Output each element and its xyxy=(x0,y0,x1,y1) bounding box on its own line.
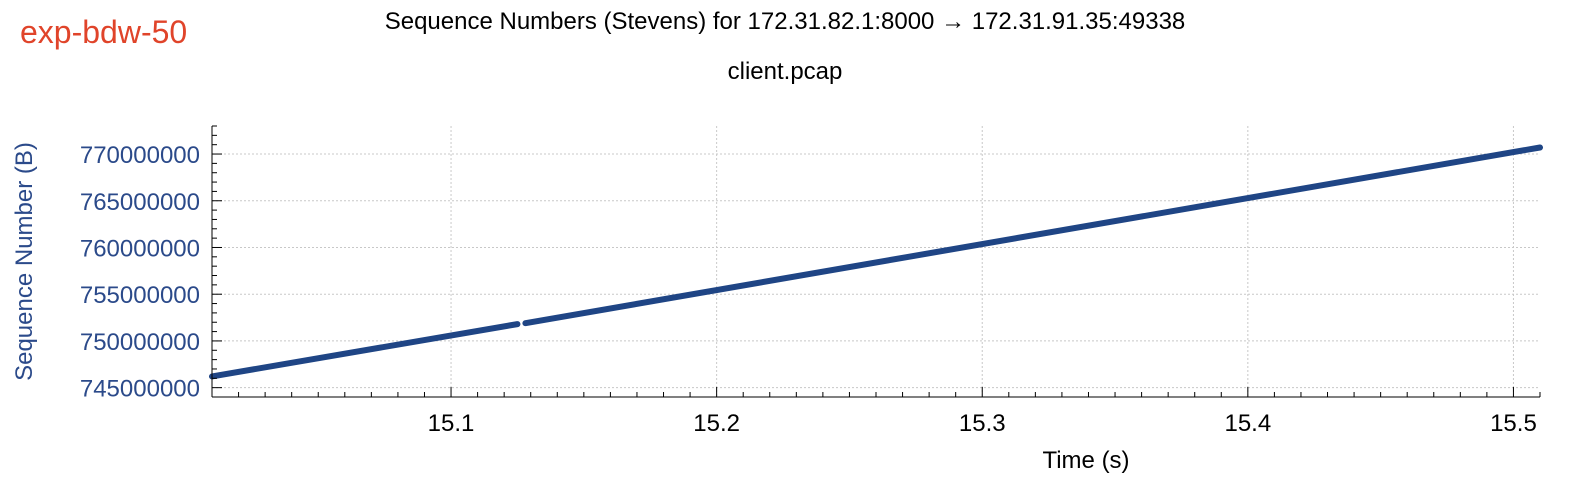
x-tick-label: 15.2 xyxy=(693,410,740,437)
y-axis-title: Sequence Number (B) xyxy=(11,142,38,381)
x-tick-label: 15.4 xyxy=(1224,410,1271,437)
series-segment xyxy=(522,144,1543,327)
axis-layer xyxy=(211,125,1541,398)
chart-title: Sequence Numbers (Stevens) for 172.31.82… xyxy=(384,8,1186,35)
y-tick-label: 750000000 xyxy=(80,329,200,356)
x-tick-label: 15.5 xyxy=(1490,410,1537,437)
y-tick-label: 755000000 xyxy=(80,282,200,309)
series-segment xyxy=(209,321,521,380)
y-tick-label: 745000000 xyxy=(80,376,200,403)
x-tick-label: 15.3 xyxy=(959,410,1006,437)
y-tick-label: 760000000 xyxy=(80,235,200,262)
label-layer: 15.1 15.2 15.3 15.4 15.5 745000000 750000000 75… xyxy=(11,142,1537,474)
experiment-tag: exp-bdw-50 xyxy=(20,14,188,50)
y-tick-label: 765000000 xyxy=(80,189,200,216)
x-axis-title: Time (s) xyxy=(1042,447,1129,474)
x-tick-label: 15.1 xyxy=(428,410,475,437)
y-tick-label: 770000000 xyxy=(80,142,200,169)
chart-subtitle: client.pcap xyxy=(727,58,843,85)
series-layer xyxy=(209,144,1543,380)
